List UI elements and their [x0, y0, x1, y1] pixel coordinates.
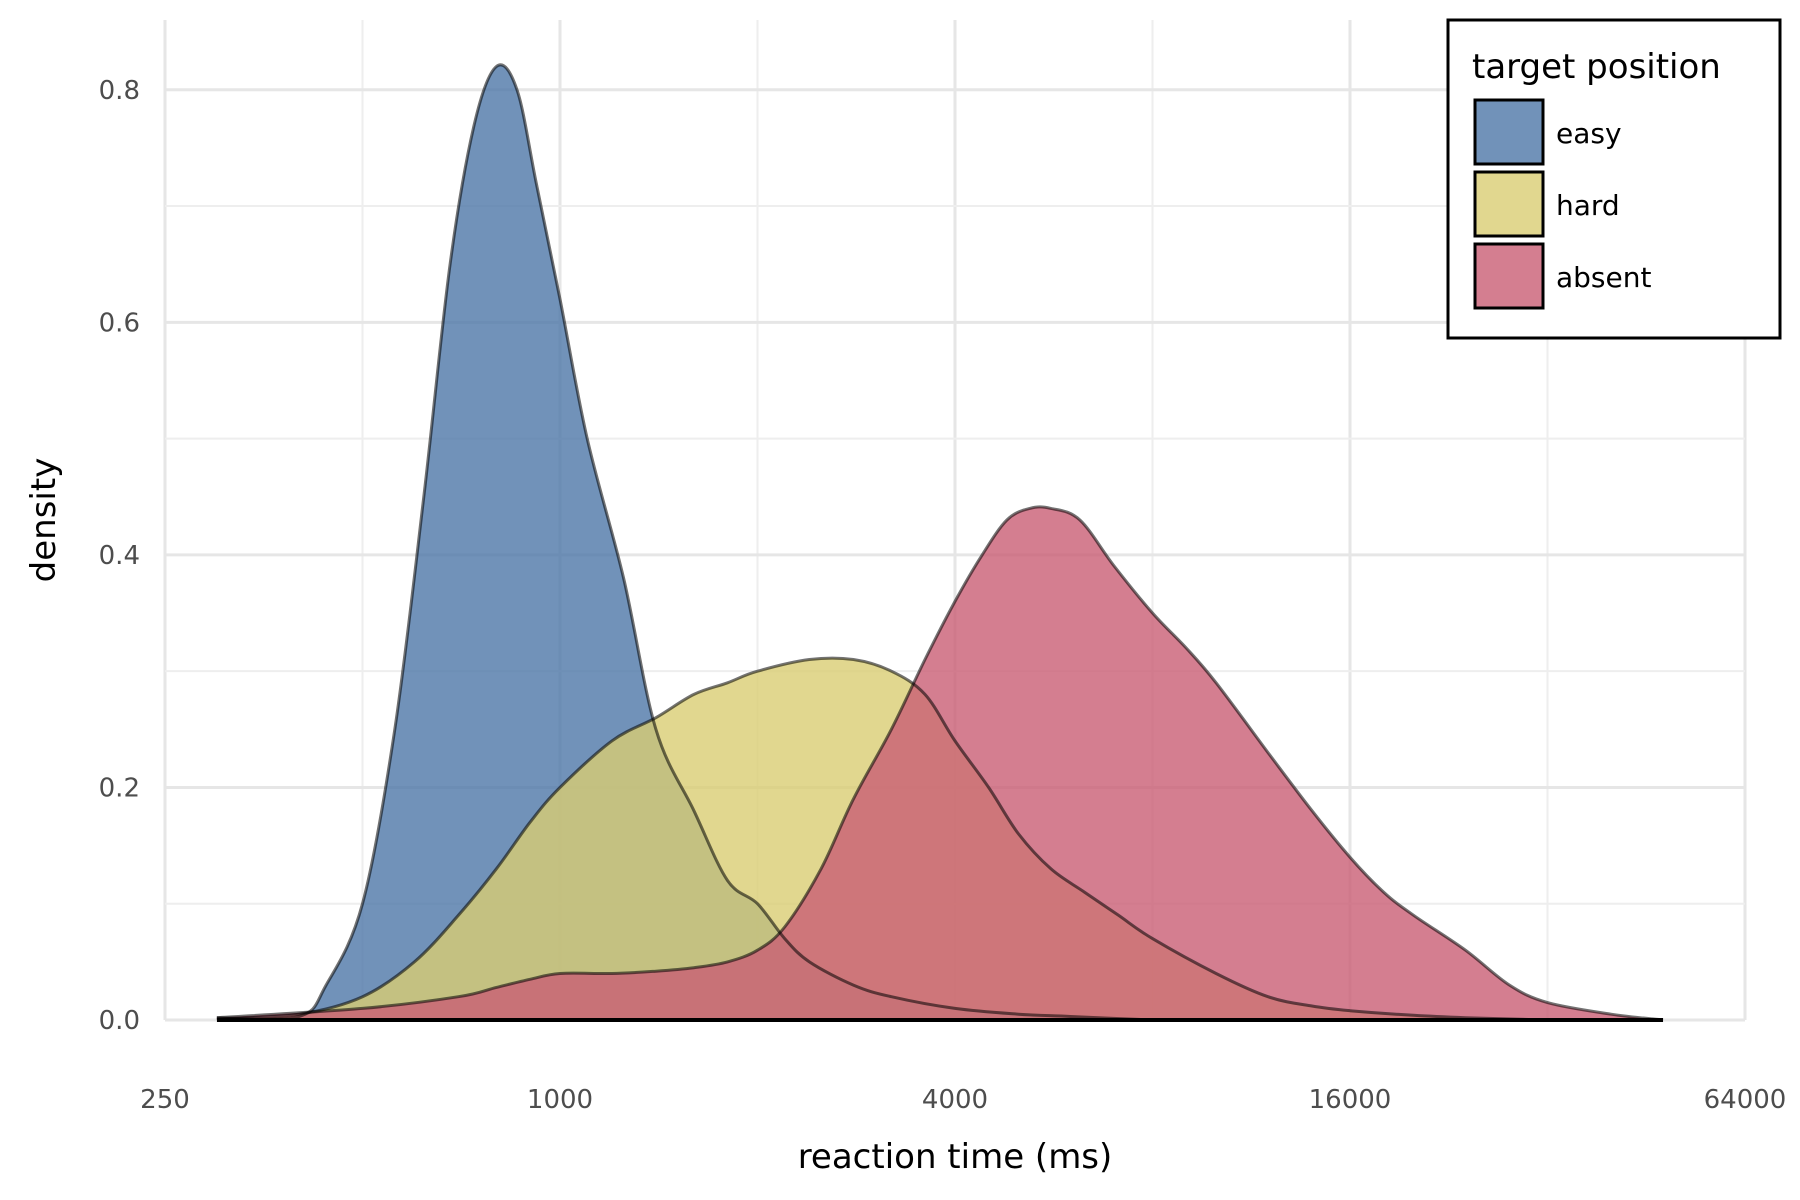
density-outline-absent — [216, 505, 1664, 1022]
density-areas — [216, 64, 1663, 1020]
x-tick-label: 1000 — [527, 1085, 593, 1115]
x-tick-label: 64000 — [1704, 1085, 1787, 1115]
x-tick-label: 16000 — [1309, 1085, 1392, 1115]
legend-swatch-easy — [1473, 98, 1545, 166]
legend-label-easy: easy — [1556, 117, 1622, 150]
y-tick-label: 0.2 — [99, 773, 140, 803]
y-axis-ticks: 0.0 0.2 0.4 0.6 0.8 — [99, 76, 140, 1036]
y-tick-label: 0.8 — [99, 76, 140, 106]
density-outlines — [216, 63, 1664, 1022]
x-tick-label: 250 — [140, 1085, 190, 1115]
density-area-absent — [216, 506, 1663, 1020]
y-axis-title: density — [24, 458, 64, 583]
density-outline-easy — [216, 63, 1153, 1022]
y-tick-label: 0.6 — [99, 308, 140, 338]
legend-items: easy hard absent — [1473, 98, 1651, 310]
x-axis-ticks: 250 1000 4000 16000 64000 — [140, 1085, 1786, 1115]
density-area-easy — [216, 64, 1153, 1020]
density-outline-hard — [216, 656, 1548, 1022]
legend: target position easy hard absent — [1446, 18, 1782, 340]
x-tick-label: 4000 — [922, 1085, 988, 1115]
legend-title: target position — [1472, 47, 1721, 87]
y-tick-label: 0.4 — [99, 541, 140, 571]
legend-label-absent: absent — [1556, 261, 1651, 294]
legend-swatch-absent — [1473, 242, 1545, 310]
x-axis-title: reaction time (ms) — [798, 1137, 1113, 1177]
legend-swatch-hard — [1473, 170, 1545, 238]
y-tick-label: 0.0 — [99, 1006, 140, 1036]
legend-label-hard: hard — [1556, 189, 1620, 222]
